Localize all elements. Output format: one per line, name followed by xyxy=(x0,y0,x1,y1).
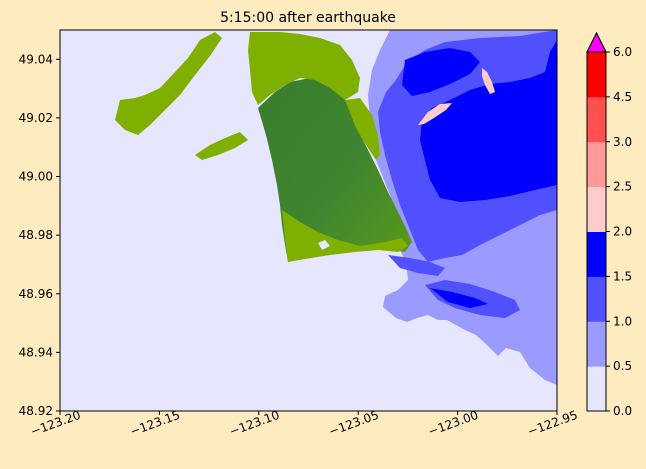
colorbar-tick-label: 2.0 xyxy=(613,225,632,239)
colorbar-tick-label: 6.0 xyxy=(613,45,632,59)
amplitude-band-2-0 xyxy=(418,103,452,125)
colorbar-segment xyxy=(587,141,606,188)
colorbar-segment xyxy=(587,276,606,322)
chart-title: 5:15:00 after earthquake xyxy=(220,10,396,26)
y-tick-label: 48.92 xyxy=(19,404,53,418)
colorbar-tick-label: 4.5 xyxy=(613,90,632,104)
colorbar-extend-arrow xyxy=(586,31,607,53)
land-north-west-point xyxy=(195,132,248,160)
amplitude-band-1-5 xyxy=(420,40,557,202)
x-tick-label: −123.05 xyxy=(327,408,381,439)
colorbar-segment xyxy=(587,96,606,143)
colorbar-segment xyxy=(587,231,606,277)
y-tick-label: 48.98 xyxy=(19,228,53,242)
colorbar-segment xyxy=(587,366,606,412)
amplitude-band-1-0-bay xyxy=(388,255,445,276)
y-tick-label: 49.02 xyxy=(19,111,53,125)
x-tick-label: −122.95 xyxy=(526,408,580,439)
amplitude-band-1-5-south xyxy=(430,288,488,308)
colorbar-tick-label: 0.5 xyxy=(613,359,632,373)
land-north-strip xyxy=(115,32,222,135)
plot-frame xyxy=(59,29,558,412)
colorbar-tick-label: 1.5 xyxy=(613,269,632,283)
land-east-shore xyxy=(345,98,380,160)
colorbar-segment xyxy=(587,321,606,367)
y-tick-label: 49.00 xyxy=(19,170,53,184)
land-peninsula xyxy=(258,78,412,262)
x-tick-label: −123.15 xyxy=(128,408,182,439)
y-tick-label: 48.96 xyxy=(19,287,53,301)
x-axis-ticks: −123.20 −123.15 −123.10 −123.05 −123.00 −122.… xyxy=(29,408,580,439)
x-tick-label: −123.10 xyxy=(228,408,282,439)
colorbar-tick-label: 1.0 xyxy=(613,314,632,328)
colorbar: 0.0 0.5 1.0 1.5 2.0 2.5 3.0 4.5 6.0 xyxy=(586,31,632,418)
colorbar-segment xyxy=(587,186,606,232)
x-tick-label: −123.00 xyxy=(426,408,480,439)
colorbar-tick-label: 3.0 xyxy=(613,135,632,149)
land-peninsula-light-edge xyxy=(282,210,408,262)
amplitude-band-1-5-north xyxy=(402,48,480,96)
y-tick-label: 49.04 xyxy=(19,52,53,66)
colorbar-tick-label: 0.0 xyxy=(613,404,632,418)
land-north-shore xyxy=(248,32,360,105)
colorbar-tick-label: 2.5 xyxy=(613,180,632,194)
water-inlet xyxy=(318,240,330,250)
colorbar-segment xyxy=(587,52,606,98)
y-tick-label: 48.94 xyxy=(19,345,53,359)
y-axis-ticks: 48.92 48.94 48.96 48.98 49.00 49.02 49.04 xyxy=(19,52,60,418)
colorbar-outline xyxy=(586,31,607,412)
amplitude-band-2-0-north xyxy=(482,68,495,94)
inundation-map xyxy=(60,30,557,411)
